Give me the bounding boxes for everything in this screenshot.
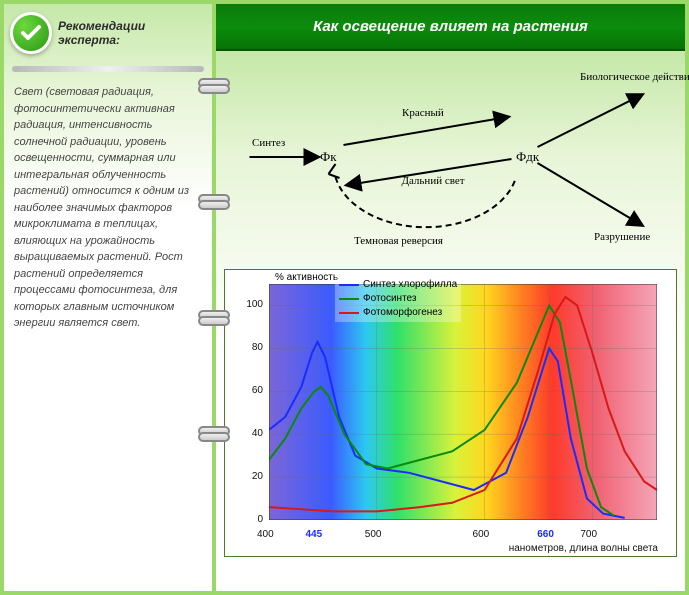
x-tick: 400 (257, 529, 274, 540)
x-tick: 445 (306, 529, 323, 540)
y-tick: 40 (229, 428, 263, 439)
divider (12, 66, 204, 72)
binder-rings (198, 78, 226, 442)
legend-item: Фотосинтез (339, 292, 457, 306)
label-temnov: Темновая реверсия (354, 235, 443, 247)
label-fk: Фк (320, 149, 337, 165)
label-sintez: Синтез (252, 137, 285, 149)
page-title: Как освещение влияет на растения (216, 4, 685, 51)
x-tick: 660 (537, 529, 554, 540)
y-tick: 20 (229, 471, 263, 482)
chart-legend: Синтез хлорофиллаФотосинтезФотоморфогене… (335, 276, 461, 322)
x-tick: 500 (365, 529, 382, 540)
y-tick: 60 (229, 385, 263, 396)
legend-item: Синтез хлорофилла (339, 278, 457, 292)
label-bio: Биологическое действие (580, 71, 680, 83)
label-dalnij: Дальний свет (398, 175, 468, 187)
check-icon (10, 12, 52, 54)
label-krasnyj: Красный (402, 107, 444, 119)
flow-diagram: Синтез Красный Дальний свет Темновая рев… (224, 59, 677, 269)
spectrum-chart: % активность Синтез хлорофиллаФотосинтез… (224, 269, 677, 557)
label-fdk: Фдк (516, 149, 539, 165)
y-title: % активность (275, 272, 338, 283)
legend-item: Фотоморфогенез (339, 306, 457, 320)
sidebar: Рекомендации эксперта: Свет (световая ра… (4, 4, 216, 591)
sidebar-body: Свет (световая радиация, фотосинтетическ… (4, 76, 212, 591)
sidebar-header: Рекомендации эксперта: (58, 19, 206, 48)
y-tick: 0 (229, 514, 263, 525)
x-tick: 600 (473, 529, 490, 540)
y-tick: 80 (229, 342, 263, 353)
y-tick: 100 (229, 299, 263, 310)
x-tick: 700 (580, 529, 597, 540)
label-razr: Разрушение (594, 231, 650, 243)
x-caption: нанометров, длина волны света (509, 543, 658, 554)
